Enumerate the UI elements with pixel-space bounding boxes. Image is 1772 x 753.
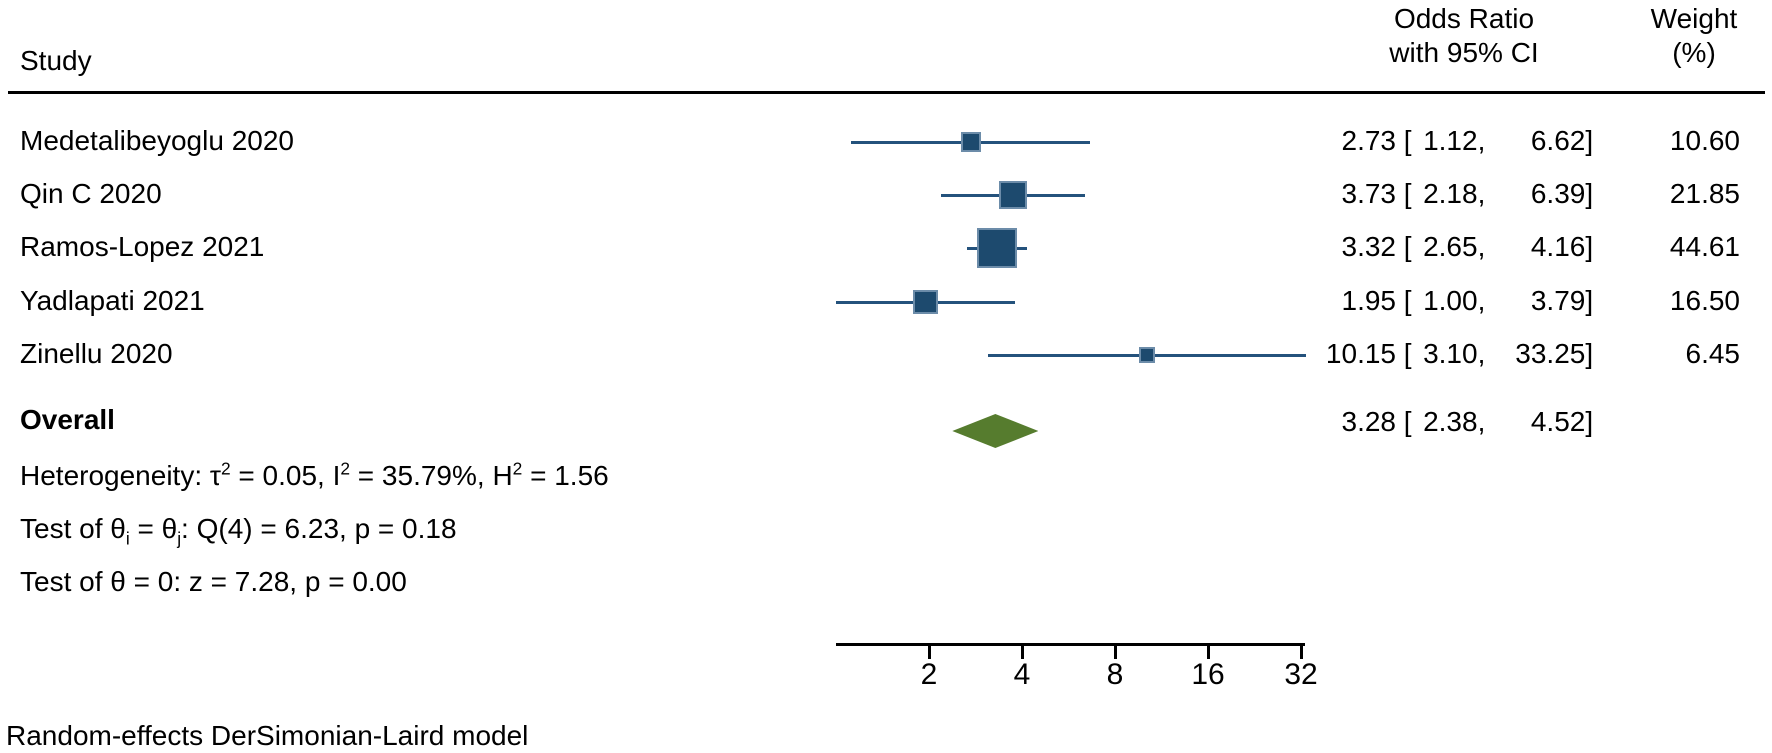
bracket: [ — [1396, 178, 1412, 209]
bracket: [ — [1396, 231, 1412, 262]
estimate-value: 3.28 — [1341, 406, 1397, 437]
x-axis-tick — [1207, 645, 1210, 659]
weight-value: 6.45 — [1685, 338, 1741, 369]
comma: , — [1477, 231, 1486, 262]
bracket: ] — [1585, 406, 1594, 437]
study-name: Ramos-Lopez 2021 — [20, 231, 265, 262]
header-divider — [8, 91, 1765, 94]
effect-square-marker — [913, 289, 938, 315]
comma: , — [1477, 338, 1486, 369]
odds-ratio-value: 3.28 [2.38, 4.52] — [1318, 406, 1618, 438]
study-name: Zinellu 2020 — [20, 338, 173, 369]
odds-ratio-value: 2.73 [1.12, 6.62] — [1318, 125, 1618, 157]
comma: , — [1477, 125, 1486, 156]
ci-low-value: 2.18 — [1423, 178, 1478, 209]
effect-square-marker — [960, 132, 981, 152]
estimate-value: 3.32 — [1341, 231, 1397, 262]
bracket: ] — [1585, 231, 1594, 262]
weight-header-line1: Weight — [1650, 3, 1738, 34]
estimate-value: 10.15 — [1325, 338, 1396, 369]
ci-high-value: 4.52 — [1530, 406, 1586, 437]
bracket: [ — [1396, 125, 1412, 156]
x-axis-tick-label: 8 — [1106, 658, 1124, 691]
x-axis-tick-label: 32 — [1284, 658, 1318, 691]
odds-ratio-value: 10.15 [3.10, 33.25] — [1318, 338, 1618, 370]
comma: , — [1477, 285, 1486, 316]
ci-high-value: 6.62 — [1530, 125, 1586, 156]
ci-low-value: 1.00 — [1423, 285, 1478, 316]
odds-ratio-value: 3.32 [2.65, 4.16] — [1318, 231, 1618, 263]
ci-low-value: 2.65 — [1423, 231, 1478, 262]
x-axis-tick-label: 4 — [1013, 658, 1031, 691]
model-note: Random-effects DerSimonian-Laird model — [6, 720, 529, 751]
bracket: ] — [1585, 338, 1594, 369]
odds-ratio-value: 3.73 [2.18, 6.39] — [1318, 178, 1618, 210]
bracket: ] — [1585, 125, 1594, 156]
test-theta-equality-stats: Test of θi = θj: Q(4) = 6.23, p = 0.18 — [20, 513, 457, 549]
study-name: Yadlapati 2021 — [20, 285, 205, 316]
effect-square-marker — [998, 180, 1027, 209]
x-axis-tick — [1114, 645, 1117, 659]
odds-ratio-value: 1.95 [1.00, 3.79] — [1318, 285, 1618, 317]
column-header-study: Study — [20, 45, 92, 76]
comma: , — [1477, 178, 1486, 209]
weight-value: 21.85 — [1669, 178, 1740, 209]
x-axis-line — [836, 643, 1305, 646]
x-axis-tick — [1300, 645, 1303, 659]
estimate-value: 1.95 — [1341, 285, 1397, 316]
overall-label: Overall — [20, 404, 115, 435]
bracket: ] — [1585, 285, 1594, 316]
estimate-value: 3.73 — [1341, 178, 1397, 209]
ci-high-value: 3.79 — [1530, 285, 1586, 316]
bracket: [ — [1396, 406, 1412, 437]
weight-header-line2: (%) — [1672, 37, 1716, 69]
comma: , — [1477, 406, 1486, 437]
effect-square-marker — [977, 228, 1017, 268]
ci-low-value: 2.38 — [1423, 406, 1478, 437]
ci-high-value: 6.39 — [1530, 178, 1586, 209]
ci-low-value: 1.12 — [1423, 125, 1478, 156]
bracket: [ — [1396, 285, 1412, 316]
ci-high-value: 33.25 — [1515, 338, 1586, 369]
x-axis-tick — [1021, 645, 1024, 659]
x-axis-tick — [928, 645, 931, 659]
column-header-odds-ratio: Odds Ratio with 95% CI — [1318, 2, 1610, 70]
bracket: ] — [1585, 178, 1594, 209]
weight-value: 10.60 — [1669, 125, 1740, 156]
weight-value: 16.50 — [1669, 285, 1740, 316]
odds-ratio-header-line2: with 95% CI — [1389, 37, 1539, 69]
x-axis-tick-label: 2 — [920, 658, 938, 691]
heterogeneity-stats: Heterogeneity: τ2 = 0.05, I2 = 35.79%, H… — [20, 458, 609, 491]
ci-high-value: 4.16 — [1530, 231, 1586, 262]
odds-ratio-header-line1: Odds Ratio — [1393, 3, 1535, 34]
test-theta-zero-stats: Test of θ = 0: z = 7.28, p = 0.00 — [20, 566, 407, 597]
study-name: Medetalibeyoglu 2020 — [20, 125, 294, 156]
x-axis-tick-label: 16 — [1191, 658, 1225, 691]
estimate-value: 2.73 — [1341, 125, 1397, 156]
study-name: Qin C 2020 — [20, 178, 162, 209]
ci-low-value: 3.10 — [1423, 338, 1478, 369]
bracket: [ — [1396, 338, 1412, 369]
weight-value: 44.61 — [1669, 231, 1740, 262]
column-header-weight: Weight (%) — [1638, 2, 1750, 70]
overall-diamond-marker — [952, 414, 1039, 448]
effect-square-marker — [1139, 347, 1155, 363]
